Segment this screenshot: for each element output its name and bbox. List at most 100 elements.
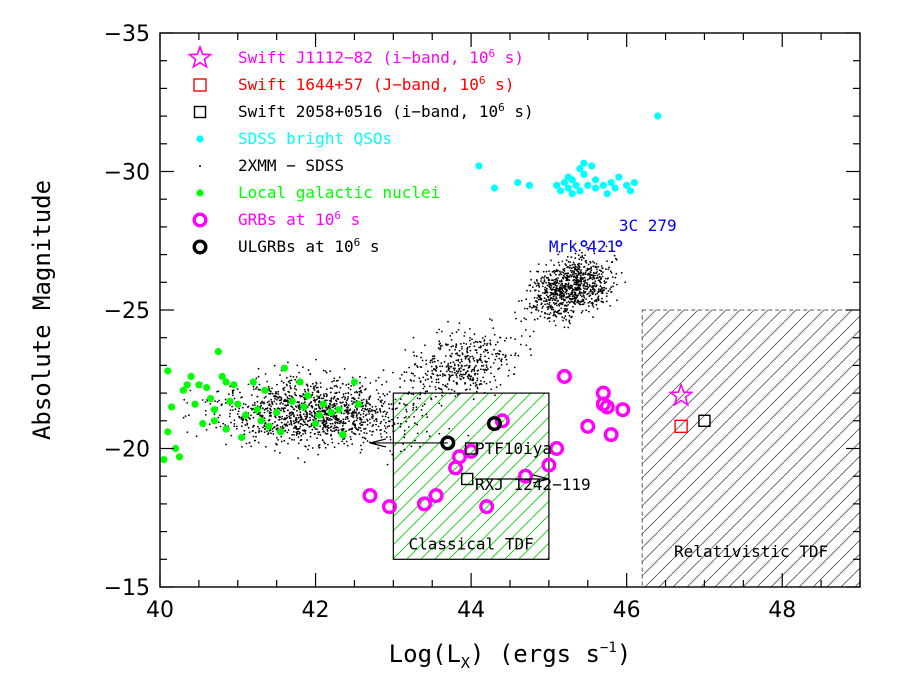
xmm-sdss-point (310, 401, 313, 403)
xmm-sdss-point (557, 282, 560, 285)
xmm-sdss-point (513, 366, 516, 369)
xmm-sdss-point (577, 254, 580, 257)
xmm-sdss-point (463, 335, 466, 337)
xmm-sdss-point (595, 284, 598, 286)
xmm-sdss-point (529, 270, 532, 273)
xmm-sdss-point (446, 364, 449, 367)
xmm-sdss-point (304, 390, 307, 393)
xmm-sdss-point (287, 409, 289, 412)
xmm-sdss-point (586, 283, 589, 286)
xmm-sdss-point (276, 427, 279, 429)
xmm-sdss-point (466, 349, 469, 351)
xmm-sdss-point (324, 442, 327, 445)
xmm-sdss-point (371, 405, 374, 408)
xmm-sdss-point (514, 352, 517, 355)
xmm-sdss-point (340, 419, 343, 422)
xmm-sdss-point (574, 294, 577, 296)
xmm-sdss-point (452, 361, 455, 363)
xmm-sdss-point (576, 263, 579, 266)
data-point (195, 381, 203, 389)
xmm-sdss-point (318, 397, 321, 400)
xmm-sdss-point (374, 412, 377, 414)
xmm-sdss-point (287, 442, 289, 445)
xmm-sdss-point (465, 372, 468, 374)
xmm-sdss-point (317, 391, 320, 394)
xmm-sdss-point (312, 382, 314, 385)
xmm-sdss-point (289, 385, 291, 387)
xmm-sdss-point (363, 437, 366, 439)
xmm-sdss-point (372, 415, 374, 417)
xmm-sdss-point (298, 432, 301, 435)
xmm-sdss-point (624, 281, 627, 284)
xmm-sdss-point (284, 394, 287, 396)
xmm-sdss-point (287, 429, 290, 431)
xmm-sdss-point (347, 383, 350, 386)
xmm-sdss-point (244, 403, 247, 406)
xmm-sdss-point (324, 370, 327, 372)
xmm-sdss-point (579, 303, 582, 306)
xmm-sdss-point (558, 287, 561, 290)
xmm-sdss-point (362, 398, 365, 401)
xmm-sdss-point (607, 277, 609, 280)
xmm-sdss-point (366, 400, 368, 403)
xmm-sdss-point (548, 270, 550, 272)
xmm-sdss-point (331, 404, 333, 406)
xmm-sdss-point (448, 373, 450, 376)
xmm-sdss-point (580, 300, 583, 303)
xmm-sdss-point (220, 403, 223, 405)
xmm-sdss-point (456, 393, 459, 396)
xmm-sdss-point (424, 379, 427, 381)
xmm-sdss-point (274, 397, 276, 400)
xmm-sdss-point (335, 399, 337, 402)
xmm-sdss-point (578, 258, 581, 261)
xmm-sdss-point (568, 302, 571, 304)
xmm-sdss-point (543, 277, 545, 279)
xmm-sdss-point (550, 291, 553, 294)
xmm-sdss-point (504, 339, 506, 342)
xmm-sdss-point (339, 386, 342, 389)
xmm-sdss-point (359, 451, 362, 454)
xmm-sdss-point (464, 357, 467, 360)
xmm-sdss-point (510, 354, 512, 357)
xmm-sdss-point (505, 358, 508, 361)
xmm-sdss-point (329, 391, 332, 394)
xmm-sdss-point (468, 366, 471, 369)
xmm-sdss-point (475, 390, 478, 393)
xmm-sdss-point (333, 402, 336, 405)
xmm-sdss-point (446, 383, 449, 385)
xmm-sdss-point (552, 297, 555, 300)
xmm-sdss-point (253, 424, 255, 427)
xmm-sdss-point (267, 419, 270, 422)
xmm-sdss-point (458, 368, 461, 371)
xmm-sdss-point (592, 265, 595, 267)
xmm-sdss-point (266, 409, 269, 412)
xmm-sdss-point (542, 305, 544, 308)
xmm-sdss-point (438, 340, 441, 343)
xmm-sdss-point (588, 292, 590, 295)
xmm-sdss-point (271, 392, 274, 395)
legend-label: GRBs at 106 s (238, 209, 360, 229)
xmm-sdss-point (257, 441, 260, 444)
xmm-sdss-point (450, 355, 453, 358)
xmm-sdss-point (608, 266, 611, 269)
xmm-sdss-point (241, 446, 243, 448)
xmm-sdss-point (353, 420, 356, 422)
xmm-sdss-point (322, 430, 325, 433)
xmm-sdss-point (375, 428, 378, 431)
xmm-sdss-point (448, 427, 451, 430)
xmm-sdss-point (257, 367, 260, 370)
xmm-sdss-point (392, 371, 394, 374)
xmm-sdss-point (469, 328, 471, 330)
xmm-sdss-point (566, 274, 568, 277)
xmm-sdss-point (433, 360, 436, 363)
xmm-sdss-point (385, 380, 388, 383)
data-point (288, 397, 296, 406)
xmm-sdss-point (578, 302, 580, 305)
xmm-sdss-point (565, 305, 568, 307)
xmm-sdss-point (580, 263, 583, 265)
xmm-sdss-point (599, 281, 601, 283)
xmm-sdss-point (536, 304, 539, 306)
xmm-sdss-point (541, 307, 544, 309)
xmm-sdss-point (371, 430, 374, 433)
xmm-sdss-point (266, 401, 269, 404)
